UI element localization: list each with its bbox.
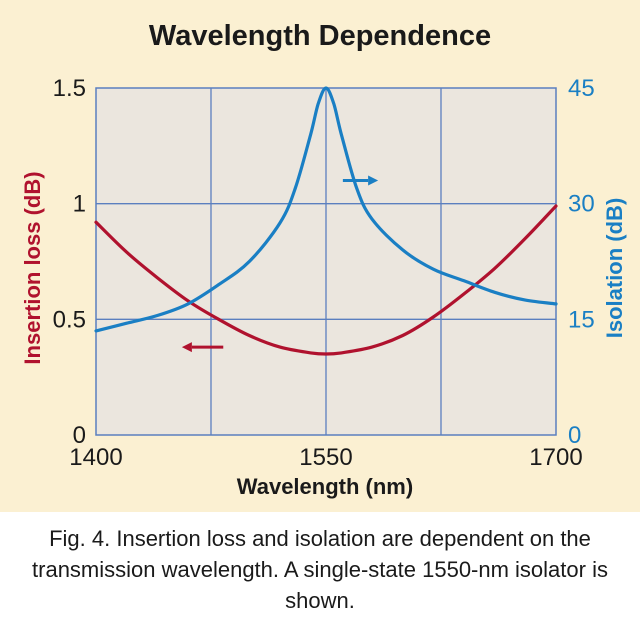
y-axis-label-right: Isolation (dB) [602,198,627,339]
chart-figure: Wavelength Dependence 0 0.5 1 1.5 0 15 30 45 140… [20,20,627,499]
chart-title: Wavelength Dependence [149,20,491,52]
tick-labels: 0 0.5 1 1.5 0 15 30 45 1400 1550 1700 [53,75,595,471]
x-tick-label: 1400 [69,444,122,471]
arrow-left-icon [181,342,192,353]
y-axis-label-left: Insertion loss (dB) [20,171,45,364]
series-layer [94,86,558,356]
chart-svg: Wavelength Dependence 0 0.5 1 1.5 0 15 30 45 140… [20,20,627,499]
x-axis-label: Wavelength (nm) [237,474,413,499]
arrow-right-icon [368,175,379,186]
y-tick-label: 0.5 [53,306,86,333]
y-tick-label: 1 [73,191,86,218]
figure-caption: Fig. 4. Insertion loss and isolation are… [32,525,608,613]
y2-tick-label: 45 [568,75,595,102]
isolation-line [94,86,558,333]
annotation-arrows [181,175,379,353]
y2-tick-label: 15 [568,306,595,333]
caption-box: Fig. 4. Insertion loss and isolation are… [0,512,640,626]
y2-tick-label: 30 [568,191,595,218]
x-tick-label: 1700 [529,444,582,471]
y-tick-label: 1.5 [53,75,86,102]
y-tick-label: 0 [73,422,86,449]
gridlines [96,88,556,435]
insertion-loss-line [94,204,558,356]
y2-tick-label: 0 [568,422,581,449]
x-tick-label: 1550 [299,444,352,471]
